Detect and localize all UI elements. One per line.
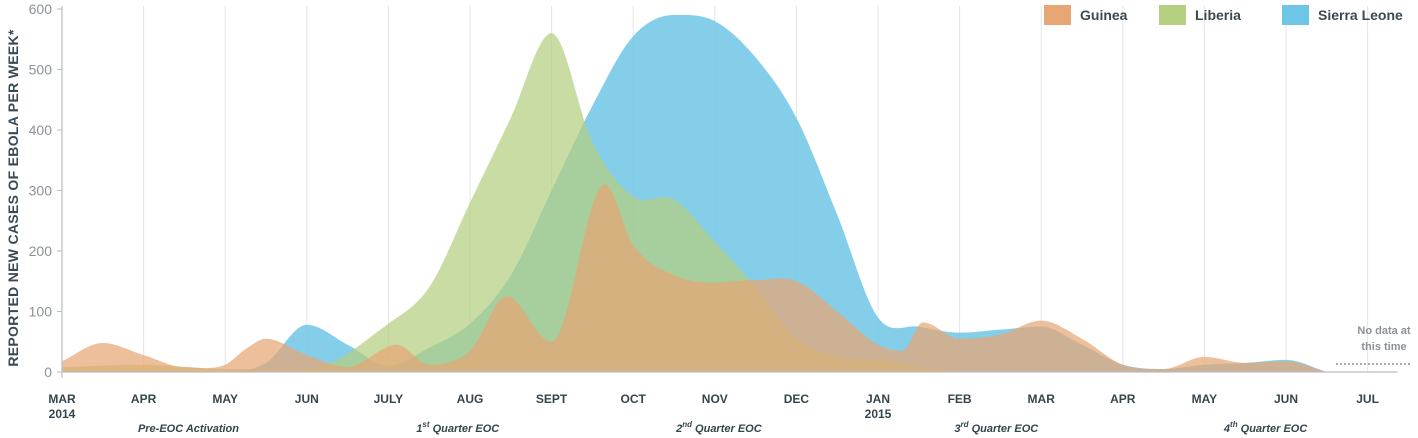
legend-swatch-liberia xyxy=(1159,5,1186,25)
y-tick-label-400: 400 xyxy=(29,122,53,138)
phase-label-2: 2nd Quarter EOC xyxy=(675,420,763,435)
x-tick-label-11: FEB xyxy=(948,392,972,406)
x-tick-label-3: JUN xyxy=(295,392,319,406)
x-tick-label-10: JAN xyxy=(866,392,890,406)
axis-labels: 0 100 200 300 400 500 600 MAR APR MAY JUN JULY AUG SE… xyxy=(5,1,1412,435)
x-tick-label-12: MAR xyxy=(1028,392,1056,406)
phase-label-1: 1st Quarter EOC xyxy=(416,420,500,435)
x-tick-label-1: APR xyxy=(131,392,157,406)
legend-label-guinea: Guinea xyxy=(1080,7,1128,23)
x-tick-label-5: AUG xyxy=(457,392,484,406)
legend-swatch-guinea xyxy=(1044,5,1071,25)
legend: Guinea Liberia Sierra Leone xyxy=(1044,5,1403,25)
x-tick-label-7: OCT xyxy=(621,392,647,406)
series-area-sierra-leone xyxy=(62,15,1327,372)
legend-label-sierra-leone: Sierra Leone xyxy=(1318,7,1403,23)
phase-label-3: 3rd Quarter EOC xyxy=(954,420,1039,435)
legend-swatch-sierra-leone xyxy=(1282,5,1309,25)
x-tick-label-16: JUL xyxy=(1356,392,1379,406)
year-label-2015: 2015 xyxy=(865,407,892,421)
series-area-guinea xyxy=(62,184,1327,372)
x-tick-label-2: MAY xyxy=(212,392,238,406)
x-tick-label-13: APR xyxy=(1110,392,1136,406)
y-tick-label-200: 200 xyxy=(29,243,53,259)
series-areas xyxy=(62,15,1327,372)
no-data-note-line2: this time xyxy=(1361,341,1406,353)
x-tick-label-8: NOV xyxy=(702,392,728,406)
y-tick-label-300: 300 xyxy=(29,183,53,199)
no-data-note-line1: No data at xyxy=(1357,325,1411,337)
y-axis-title: REPORTED NEW CASES OF EBOLA PER WEEK* xyxy=(5,29,21,367)
legend-label-liberia: Liberia xyxy=(1195,7,1241,23)
x-tick-label-14: MAY xyxy=(1192,392,1218,406)
x-tick-label-4: JULY xyxy=(374,392,404,406)
phase-label-4: 4th Quarter EOC xyxy=(1223,420,1308,435)
y-tick-label-0: 0 xyxy=(44,364,52,380)
axes xyxy=(57,6,1398,378)
y-tick-label-100: 100 xyxy=(29,304,53,320)
year-label-2014: 2014 xyxy=(49,407,76,421)
x-tick-label-6: SEPT xyxy=(536,392,568,406)
x-tick-label-0: MAR xyxy=(48,392,76,406)
phase-label-0: Pre-EOC Activation xyxy=(138,423,239,435)
y-tick-label-500: 500 xyxy=(29,62,53,78)
grid-lines xyxy=(61,6,1369,372)
y-tick-label-600: 600 xyxy=(29,1,53,17)
x-tick-label-15: JUN xyxy=(1274,392,1298,406)
x-tick-label-9: DEC xyxy=(784,392,810,406)
